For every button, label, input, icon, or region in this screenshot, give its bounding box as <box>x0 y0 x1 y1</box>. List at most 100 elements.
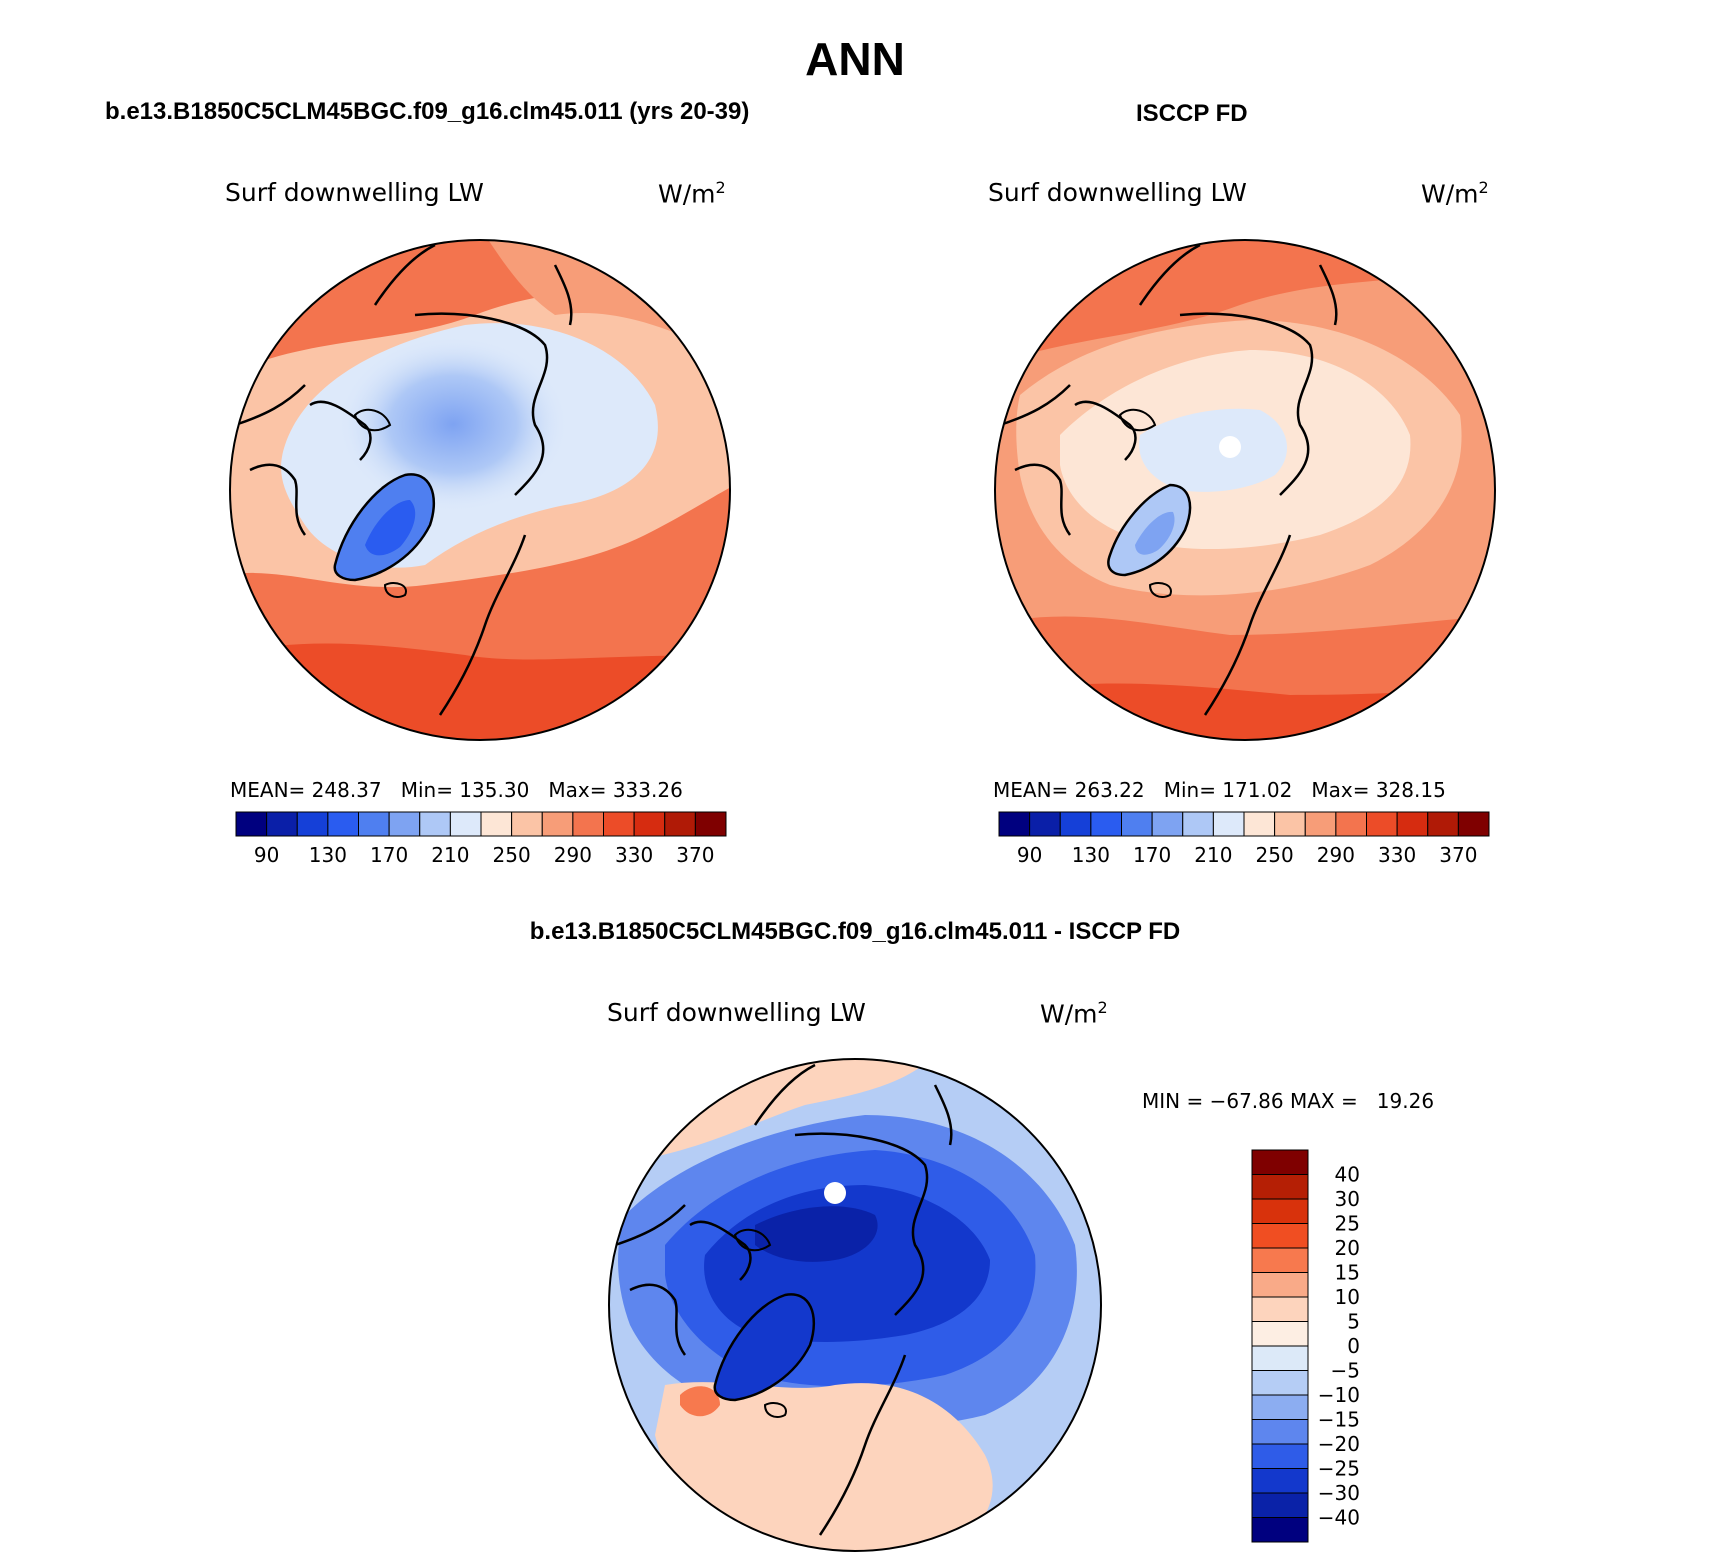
colorbar-tick-label: 330 <box>1378 843 1416 867</box>
colorbar-tick-label: 170 <box>370 843 408 867</box>
colorbar-swatch <box>572 811 604 837</box>
panel-1-colorbar: 90 130 170 210 250 290 330 370 <box>235 811 727 867</box>
colorbar-swatch <box>1251 1198 1309 1224</box>
colorbar-swatch <box>1212 811 1245 837</box>
panel-3-map <box>608 1058 1102 1552</box>
colorbar-tick-label: 250 <box>493 843 531 867</box>
panel-2-heading: ISCCP FD <box>1136 100 1248 127</box>
colorbar-swatch <box>1121 811 1153 837</box>
map-1-border <box>229 239 731 741</box>
colorbar-swatch <box>541 811 574 837</box>
colorbar-tick-label: 130 <box>1072 843 1110 867</box>
map-1-warm-bottom-deep <box>230 643 730 740</box>
colorbar-tick-label: 20 <box>1335 1236 1360 1260</box>
colorbar-tick-label: 210 <box>431 843 469 867</box>
map-2-coast-eurasia <box>1179 264 1338 716</box>
map-3-border <box>608 1058 1102 1552</box>
colorbar-tick-label: 330 <box>615 843 653 867</box>
colorbar-tick-label: 90 <box>1017 843 1042 867</box>
colorbar-tick-label: 370 <box>1439 843 1477 867</box>
colorbar-swatch <box>1251 1321 1309 1347</box>
map-1-coast-americas <box>234 243 436 536</box>
colorbar-tick-label: 30 <box>1335 1187 1360 1211</box>
colorbar-swatch <box>1251 1517 1309 1543</box>
colorbar-swatch <box>1251 1370 1309 1396</box>
colorbar-swatch <box>327 811 359 837</box>
map-3-darkest-blue <box>755 1206 878 1262</box>
colorbar-swatch <box>480 811 513 837</box>
panel-2-map <box>994 239 1496 741</box>
map-2-greenland-core <box>1135 511 1175 555</box>
page-title: ANN <box>805 33 905 85</box>
panel-1-stats: MEAN= 248.37 Min= 135.30 Max= 333.26 <box>230 778 683 802</box>
panel-2-stats: MEAN= 263.22 Min= 171.02 Max= 328.15 <box>993 778 1446 802</box>
colorbar-swatch <box>1304 811 1337 837</box>
colorbar-swatch <box>1366 811 1398 837</box>
colorbar-tick-label: −5 <box>1331 1359 1360 1383</box>
map-2-coast-greenland <box>1107 483 1192 577</box>
colorbar-tick-label: 0 <box>1347 1334 1360 1358</box>
colorbar-tick-label: −10 <box>1318 1383 1360 1407</box>
colorbar-tick-label: −30 <box>1318 1481 1360 1505</box>
colorbar-swatch <box>266 811 298 837</box>
map-3-greenland-ice <box>714 1294 814 1400</box>
panel-1-map <box>229 239 731 741</box>
map-2-coast-islands <box>1118 408 1172 598</box>
panel-1-units-base: W/m <box>658 179 716 209</box>
colorbar-swatch <box>358 811 390 837</box>
colorbar-swatch <box>1251 1272 1309 1298</box>
colorbar-tick-label: −20 <box>1318 1432 1360 1456</box>
panel-1-variable: Surf downwelling LW <box>225 178 484 207</box>
colorbar-swatch <box>449 811 482 837</box>
panel-3-variable: Surf downwelling LW <box>607 998 866 1027</box>
colorbar-swatch <box>1335 811 1367 837</box>
colorbar-tick-label: 130 <box>309 843 347 867</box>
colorbar-tick-label: 170 <box>1133 843 1171 867</box>
map-2-cold-center <box>1139 408 1287 492</box>
panel-1-units-exp: 2 <box>715 178 726 197</box>
colorbar-tick-label: −15 <box>1318 1408 1360 1432</box>
colorbar-swatch <box>1251 1223 1309 1249</box>
panel-3-stats: MIN = −67.86 MAX = 19.26 <box>1142 1089 1435 1113</box>
colorbar-swatch <box>1059 811 1092 837</box>
colorbar-tick-label: 250 <box>1256 843 1294 867</box>
colorbar-swatch <box>1243 811 1276 837</box>
colorbar-tick-label: −25 <box>1318 1457 1360 1481</box>
colorbar-swatch <box>511 811 543 837</box>
map-3-warm-bottom <box>655 1382 993 1551</box>
map-3-warm-patch <box>680 1386 720 1417</box>
colorbar-swatch <box>1457 811 1490 837</box>
colorbar-tick-label: 290 <box>554 843 592 867</box>
map-2-warm-bottom-deep <box>995 683 1495 740</box>
colorbar-swatch <box>1251 1394 1309 1420</box>
colorbar-tick-label: 40 <box>1335 1163 1360 1187</box>
map-2-pole-hole <box>1219 436 1241 458</box>
colorbar-tick-label: 370 <box>676 843 714 867</box>
colorbar-swatch <box>1251 1247 1309 1273</box>
colorbar-swatch <box>235 811 268 837</box>
colorbar-tick-label: 90 <box>254 843 279 867</box>
colorbar-swatch <box>1151 811 1184 837</box>
colorbar-swatch <box>1251 1419 1309 1445</box>
colorbar-tick-label: 5 <box>1347 1310 1360 1334</box>
colorbar-swatch <box>664 811 696 837</box>
panel-2-units: W/m2 <box>1421 178 1489 208</box>
map-3-coast-greenland <box>713 1293 815 1402</box>
colorbar-swatch <box>388 811 421 837</box>
colorbar-swatch <box>1251 1296 1309 1322</box>
panel-3-units: W/m2 <box>1040 998 1108 1028</box>
panel-1-units: W/m2 <box>658 178 726 208</box>
colorbar-swatch <box>694 811 727 837</box>
map-2-coast-americas <box>999 243 1201 536</box>
colorbar-tick-label: 15 <box>1335 1261 1360 1285</box>
map-1-greenland-core <box>365 500 416 556</box>
colorbar-tick-label: 210 <box>1194 843 1232 867</box>
colorbar-swatch <box>1251 1174 1309 1200</box>
colorbar-swatch <box>1090 811 1122 837</box>
panel-3-heading: b.e13.B1850C5CLM45BGC.f09_g16.clm45.011 … <box>529 918 1181 945</box>
colorbar-swatch <box>1251 1468 1309 1494</box>
map-1-coast-eurasia <box>414 264 573 716</box>
map-3-pole-hole <box>824 1182 846 1204</box>
colorbar-swatch <box>1251 1345 1309 1371</box>
panel-2-variable: Surf downwelling LW <box>988 178 1247 207</box>
